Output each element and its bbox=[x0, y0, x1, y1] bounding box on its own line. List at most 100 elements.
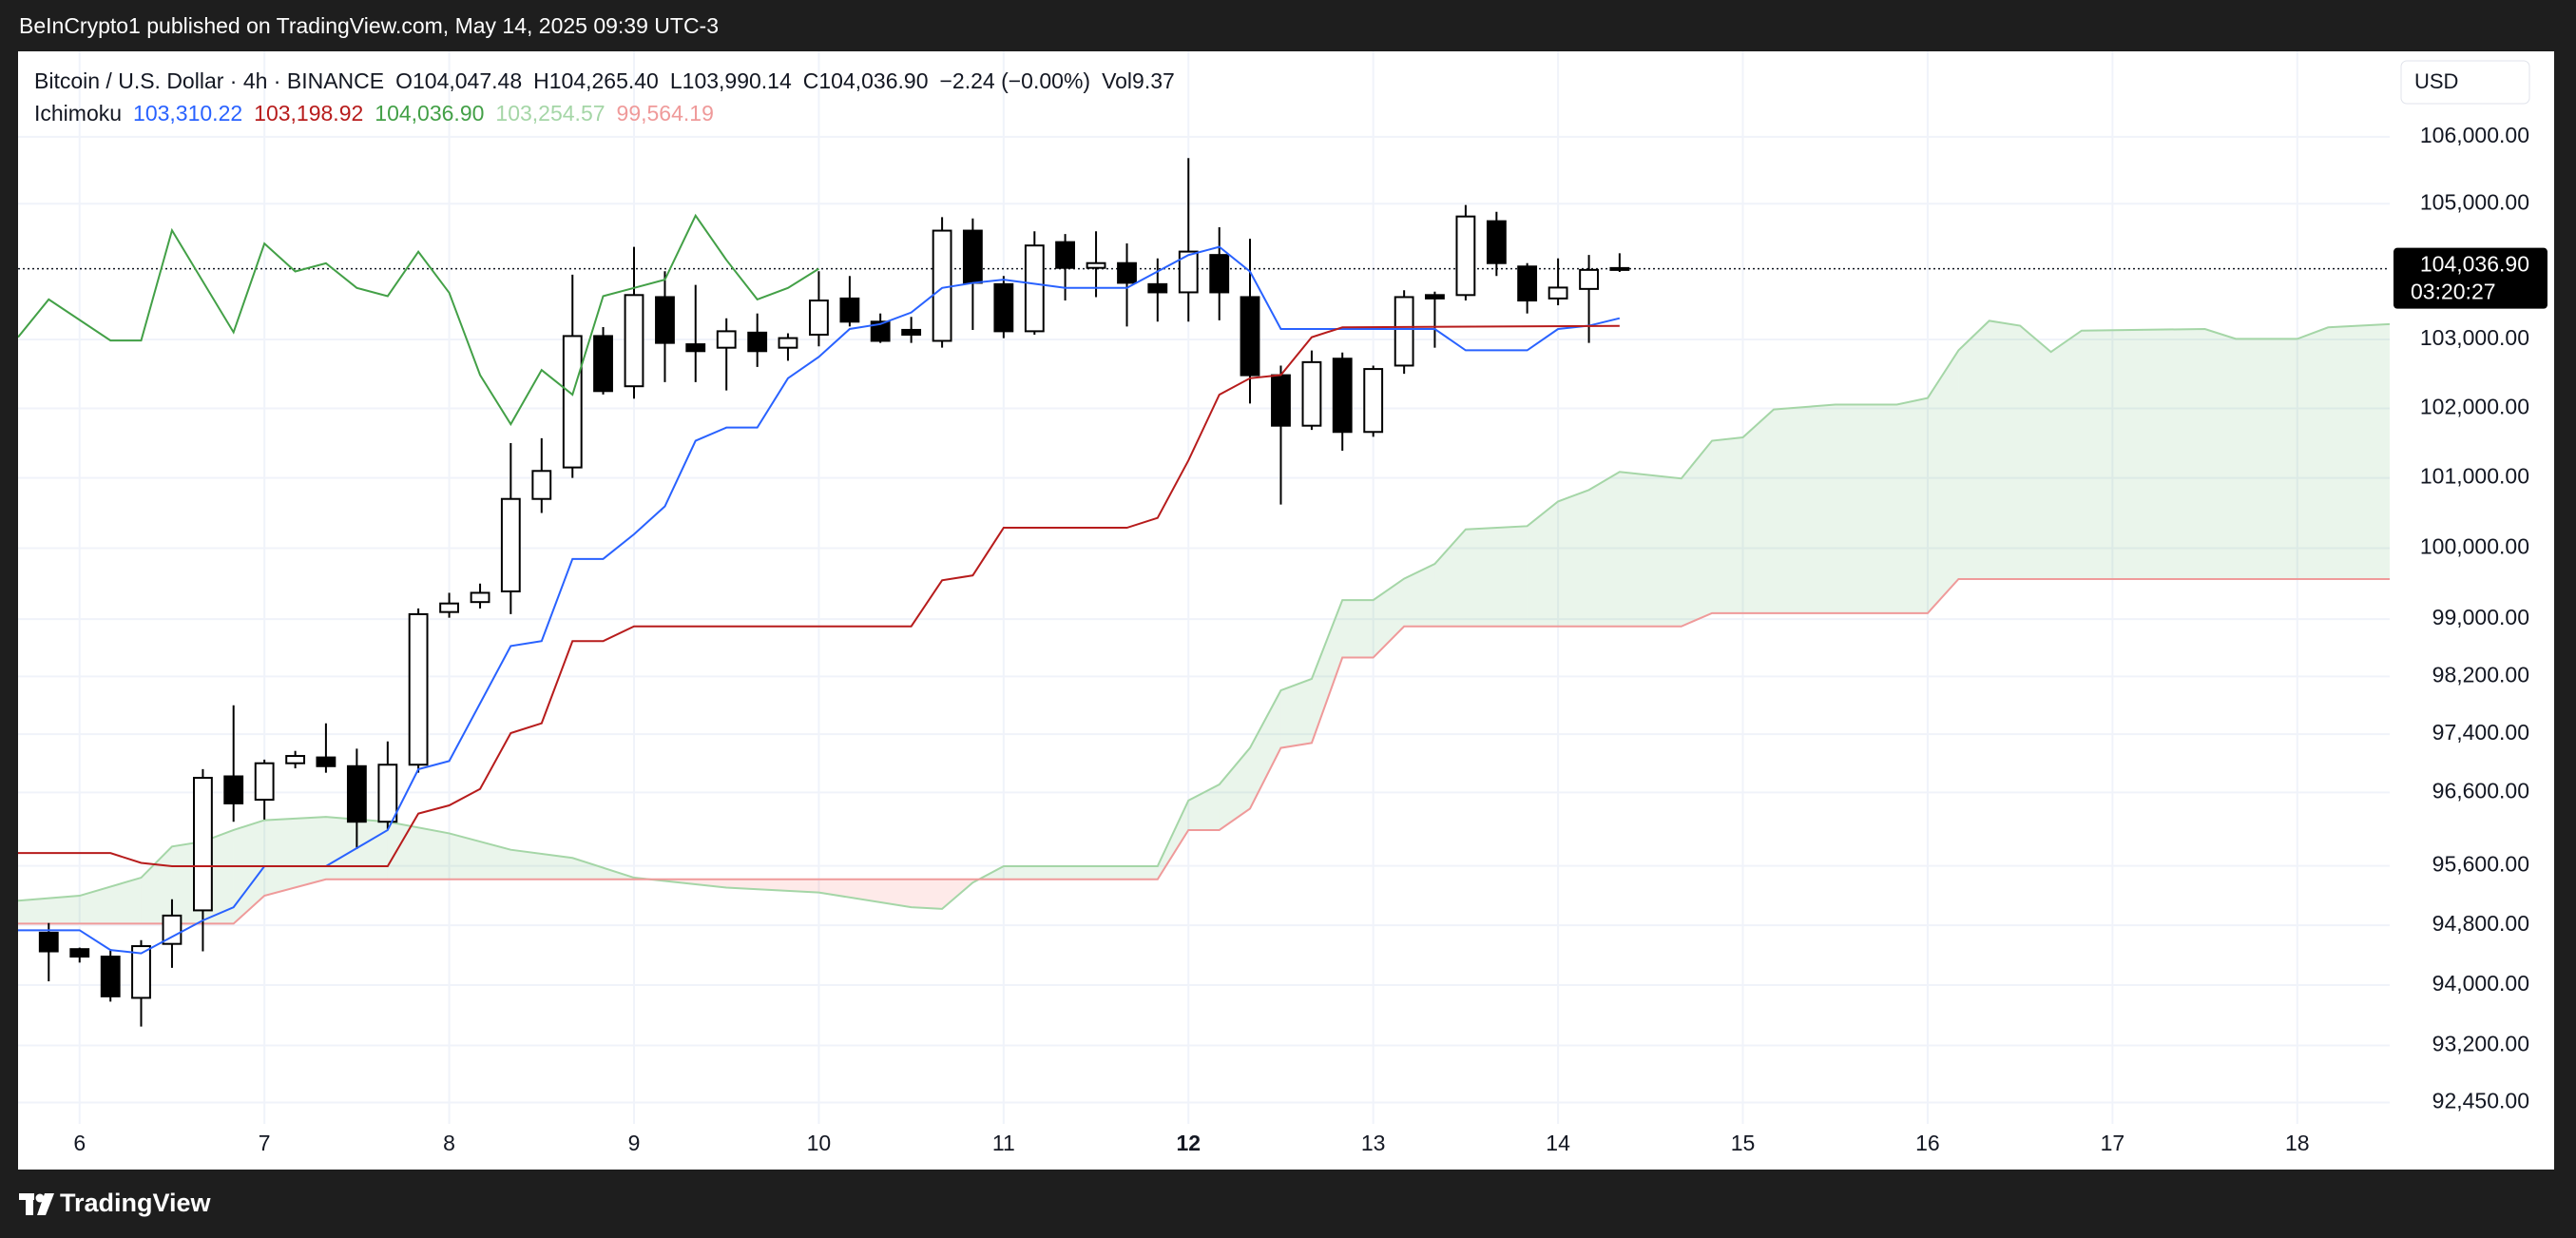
cloud-fill bbox=[449, 833, 511, 880]
indicator-value: 99,564.19 bbox=[616, 101, 714, 126]
quote-value: C104,036.90 bbox=[802, 68, 929, 93]
candle-body bbox=[901, 328, 922, 336]
candle-body bbox=[1271, 374, 1291, 427]
candle-body bbox=[1178, 250, 1199, 294]
cloud-fill bbox=[818, 879, 912, 908]
candle-body bbox=[1332, 358, 1353, 434]
cloud-fill bbox=[1280, 678, 1312, 748]
candle-body bbox=[531, 470, 552, 500]
candle-body bbox=[1301, 360, 1322, 427]
candle-body bbox=[624, 294, 644, 388]
price-label: 104,036.90 bbox=[2420, 252, 2529, 277]
candle-body bbox=[655, 296, 675, 344]
cloud-fill bbox=[1003, 865, 1158, 880]
cloud-fill bbox=[79, 878, 142, 924]
cloud-fill bbox=[2204, 329, 2237, 579]
candle-body bbox=[870, 320, 891, 342]
candle-body bbox=[562, 335, 583, 469]
cloud-fill bbox=[1250, 690, 1281, 809]
cloud-fill bbox=[1619, 472, 1682, 627]
candle-body bbox=[69, 948, 90, 958]
cloud-fill bbox=[387, 822, 450, 880]
indicator-line bbox=[18, 324, 1620, 867]
countdown-label: 03:20:27 bbox=[2411, 280, 2496, 304]
symbol-title: Bitcoin / U.S. Dollar · 4h · BINANCE bbox=[34, 68, 385, 93]
candle-body bbox=[316, 756, 336, 767]
x-tick-label: 12 bbox=[1176, 1131, 1201, 1155]
candle-body bbox=[839, 297, 860, 323]
currency-box[interactable] bbox=[2400, 60, 2530, 105]
cloud-line bbox=[18, 319, 2390, 910]
quote-value: L103,990.14 bbox=[669, 68, 792, 93]
y-tick-label: 105,000.00 bbox=[2420, 189, 2529, 214]
candle-body bbox=[716, 330, 737, 349]
candle-body bbox=[193, 777, 213, 912]
legend: Bitcoin / U.S. Dollar · 4h · BINANCE O104… bbox=[34, 65, 1186, 129]
cloud-fill bbox=[1681, 440, 1713, 627]
cloud-fill bbox=[1835, 404, 1897, 613]
bottom-bar bbox=[0, 1170, 2576, 1238]
cloud-fill bbox=[1465, 526, 1528, 627]
x-tick-label: 15 bbox=[1731, 1131, 1756, 1155]
indicator-value: 103,310.22 bbox=[133, 101, 243, 126]
candle-body bbox=[1394, 296, 1414, 367]
cloud-fill bbox=[510, 849, 573, 880]
y-tick-label: 98,200.00 bbox=[2432, 662, 2529, 687]
indicator-value: 104,036.90 bbox=[375, 101, 485, 126]
candle-body bbox=[809, 300, 829, 336]
candle-body bbox=[285, 755, 306, 764]
cloud-fill bbox=[264, 817, 326, 897]
candle-body bbox=[1024, 244, 1045, 333]
candle-body bbox=[1548, 286, 1568, 300]
x-tick-label: 9 bbox=[628, 1131, 641, 1155]
cloud-fill bbox=[1404, 564, 1435, 627]
indicator-value: 103,254.57 bbox=[495, 101, 606, 126]
candle-body bbox=[1486, 220, 1507, 264]
y-tick-label: 97,400.00 bbox=[2432, 720, 2529, 745]
candle-body bbox=[1579, 268, 1599, 290]
candle-body bbox=[470, 591, 490, 604]
candle-body bbox=[1209, 254, 1230, 294]
cloud-fill bbox=[1188, 784, 1220, 830]
quote-line: Bitcoin / U.S. Dollar · 4h · BINANCE O104… bbox=[34, 65, 1186, 97]
candle-body bbox=[346, 764, 367, 823]
cloud-fill bbox=[1588, 472, 1620, 627]
quote-value: O104,047.48 bbox=[395, 68, 523, 93]
indicator-name: Ichimoku bbox=[34, 101, 123, 126]
cloud-fill bbox=[1434, 529, 1466, 627]
y-tick-label: 93,200.00 bbox=[2432, 1032, 2529, 1056]
price-label-box bbox=[2393, 247, 2547, 309]
cloud-fill bbox=[1773, 404, 1836, 613]
currency[interactable]: USD bbox=[2414, 69, 2458, 93]
cloud-fill bbox=[2050, 330, 2082, 579]
candle-body bbox=[1609, 266, 1630, 271]
candle-body bbox=[377, 764, 398, 823]
cloud-fill bbox=[2081, 329, 2205, 579]
cloud-fill bbox=[1896, 397, 1928, 613]
x-tick-label: 10 bbox=[807, 1131, 832, 1155]
candle-body bbox=[162, 914, 183, 945]
candle-body bbox=[593, 335, 613, 393]
candle-body bbox=[685, 343, 706, 353]
cloud-fill bbox=[911, 879, 943, 909]
y-tick-label: 94,800.00 bbox=[2432, 911, 2529, 936]
cloud-fill bbox=[1219, 747, 1251, 830]
indicator-line: Ichimoku 103,310.22 103,198.92 104,036.90 10… bbox=[34, 97, 1186, 129]
x-tick-label: 6 bbox=[73, 1131, 86, 1155]
cloud-fill bbox=[1927, 350, 1959, 613]
cloud-fill bbox=[1558, 490, 1589, 627]
quote-value: H104,265.40 bbox=[533, 68, 659, 93]
plot bbox=[18, 158, 2390, 1027]
x-tick-label: 11 bbox=[992, 1131, 1015, 1155]
candle-body bbox=[932, 229, 952, 342]
candle-body bbox=[1240, 296, 1260, 377]
x-tick-label: 7 bbox=[259, 1131, 271, 1155]
cloud-fill bbox=[1742, 409, 1774, 613]
indicator-value: 103,198.92 bbox=[254, 101, 364, 126]
y-tick-label: 95,600.00 bbox=[2432, 852, 2529, 877]
chart-area bbox=[18, 51, 2554, 1170]
candle-body bbox=[1517, 265, 1538, 302]
cloud-fill bbox=[726, 879, 819, 893]
cloud-fill bbox=[2297, 327, 2329, 579]
